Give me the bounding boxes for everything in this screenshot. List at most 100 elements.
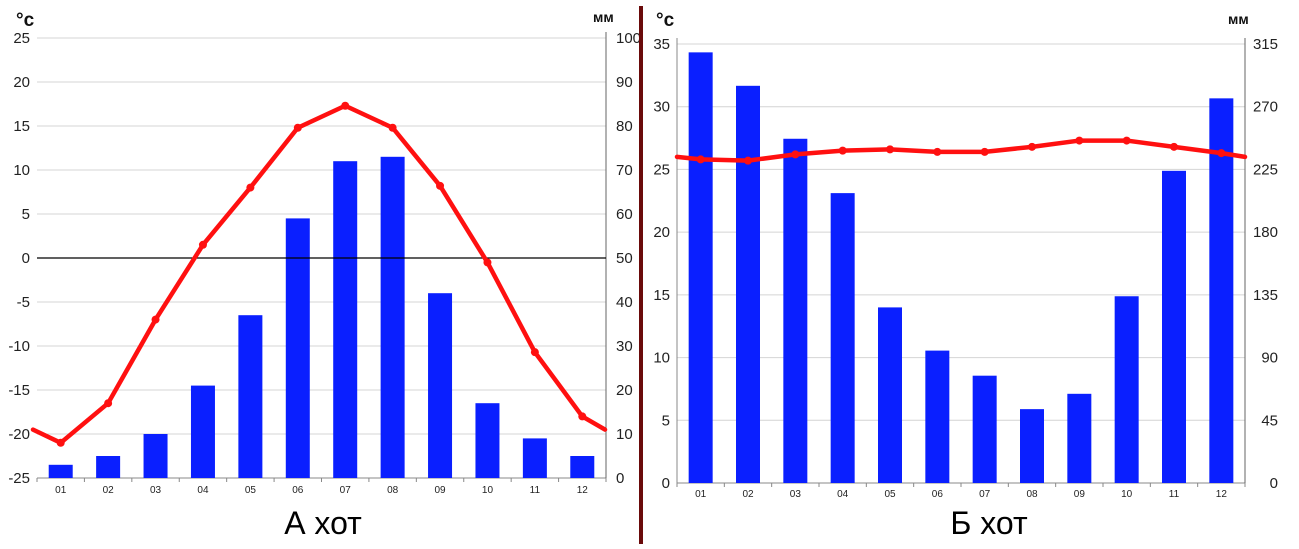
chart-panel-b: 35 30 25 20 15 10 5 0 315 270 225 180 135 90 45 0 01 02 03… <box>653 10 1278 541</box>
y-left-tick-label: 5 <box>22 206 30 223</box>
y-right-tick-label: 30 <box>616 338 633 355</box>
y-right-tick-label: 90 <box>616 74 633 91</box>
temperature-point <box>886 145 894 154</box>
temperature-point <box>696 155 705 164</box>
y-left-tick-label: 20 <box>13 74 30 91</box>
precipitation-bar <box>475 403 500 478</box>
precipitation-bar <box>333 161 358 478</box>
temperature-point <box>246 183 255 192</box>
precipitation-bar <box>285 218 310 478</box>
x-tick-label: 06 <box>932 489 944 500</box>
x-tick-label: 09 <box>1074 489 1086 500</box>
temperature-point <box>56 438 65 447</box>
x-tick-label: 02 <box>103 485 115 496</box>
y-left-tick-label: -25 <box>8 470 30 487</box>
temperature-point <box>744 156 752 165</box>
precipitation-bar <box>96 456 121 478</box>
y-right-tick-label: 225 <box>1253 161 1278 178</box>
x-tick-label: 05 <box>884 489 896 500</box>
precipitation-bar <box>522 438 547 478</box>
x-tick-label: 01 <box>695 489 707 500</box>
y-left-tick-label: -5 <box>17 294 30 311</box>
x-tick-label: 11 <box>530 485 541 496</box>
precipitation-bar <box>1209 98 1234 483</box>
precipitation-bar <box>925 350 950 483</box>
y-right-tick-label: 315 <box>1253 36 1278 53</box>
x-tick-label: 10 <box>1121 489 1133 500</box>
chart-title: Б хот <box>950 505 1028 541</box>
precipitation-bar <box>736 85 760 484</box>
temperature-point <box>1028 142 1036 151</box>
y-left-tick-label: 10 <box>13 162 30 179</box>
precipitation-bar <box>143 434 168 478</box>
temperature-point <box>980 147 989 156</box>
x-tick-label: 01 <box>55 485 67 496</box>
precipitation-bar <box>570 456 595 478</box>
y-right-tick-label: 40 <box>616 294 633 311</box>
y-left-tick-label: 35 <box>653 36 670 53</box>
y-right-tick-label: 270 <box>1253 99 1278 116</box>
precipitation-bar <box>1114 296 1139 483</box>
precipitation-bar <box>688 52 713 483</box>
temperature-point <box>388 123 397 132</box>
y-right-tick-label: 0 <box>1270 475 1278 492</box>
y-left-tick-label: 0 <box>22 250 30 267</box>
x-tick-label: 06 <box>292 485 304 496</box>
left-axis-unit: °с <box>16 10 35 31</box>
chart-panel-a: 2520151050-5-10-15-20-251009080706050403… <box>8 9 641 541</box>
precipitation-bar <box>830 193 855 483</box>
y-left-tick-label: 0 <box>662 475 670 492</box>
precipitation-bar <box>783 138 808 483</box>
x-tick-label: 04 <box>837 489 849 500</box>
temperature-point <box>791 150 800 159</box>
temperature-line <box>674 138 1248 163</box>
panel-divider <box>639 6 643 544</box>
temperature-line <box>30 103 608 446</box>
precipitation-bar <box>878 307 902 483</box>
y-right-tick-label: 60 <box>616 206 633 223</box>
temperature-point <box>838 146 847 155</box>
x-tick-label: 05 <box>245 485 257 496</box>
y-left-tick-label: -10 <box>8 338 30 355</box>
y-right-tick-label: 10 <box>616 426 633 443</box>
x-tick-label: 12 <box>577 485 589 496</box>
precipitation-bar <box>1067 393 1092 483</box>
y-left-tick-label: 5 <box>662 412 670 429</box>
x-tick-label: 11 <box>1169 489 1180 500</box>
precipitation-bar <box>1020 409 1044 483</box>
temperature-point <box>151 315 160 324</box>
x-tick-label: 08 <box>1026 489 1038 500</box>
left-axis-unit: °с <box>656 10 675 31</box>
y-right-tick-label: 0 <box>616 470 624 487</box>
y-right-tick-label: 180 <box>1253 224 1278 241</box>
y-left-tick-label: 30 <box>653 99 670 116</box>
y-left-tick-label: 10 <box>653 350 670 367</box>
right-axis-unit: мм <box>1228 11 1249 27</box>
temperature-point <box>293 123 302 132</box>
temperature-point <box>104 399 113 408</box>
temperature-point <box>198 240 207 249</box>
temperature-point <box>578 412 587 421</box>
y-left-tick-label: 15 <box>653 287 670 304</box>
precipitation-bar <box>1162 170 1186 484</box>
x-tick-label: 12 <box>1216 489 1228 500</box>
y-left-tick-label: 25 <box>13 30 30 47</box>
y-right-tick-label: 80 <box>616 118 633 135</box>
precipitation-bar <box>972 375 997 483</box>
x-tick-label: 10 <box>482 485 494 496</box>
temperature-point <box>436 181 445 190</box>
x-tick-label: 03 <box>150 485 162 496</box>
y-right-tick-label: 50 <box>616 250 633 267</box>
y-right-tick-label: 20 <box>616 382 633 399</box>
x-tick-label: 07 <box>340 485 352 496</box>
y-left-tick-label: 15 <box>13 118 30 135</box>
temperature-point <box>1217 149 1226 158</box>
y-right-tick-label: 70 <box>616 162 633 179</box>
x-tick-label: 07 <box>979 489 991 500</box>
y-left-tick-label: -20 <box>8 426 30 443</box>
precipitation-bar <box>48 464 73 478</box>
x-tick-label: 04 <box>197 485 209 496</box>
precipitation-bar <box>190 385 215 478</box>
x-tick-label: 08 <box>387 485 399 496</box>
